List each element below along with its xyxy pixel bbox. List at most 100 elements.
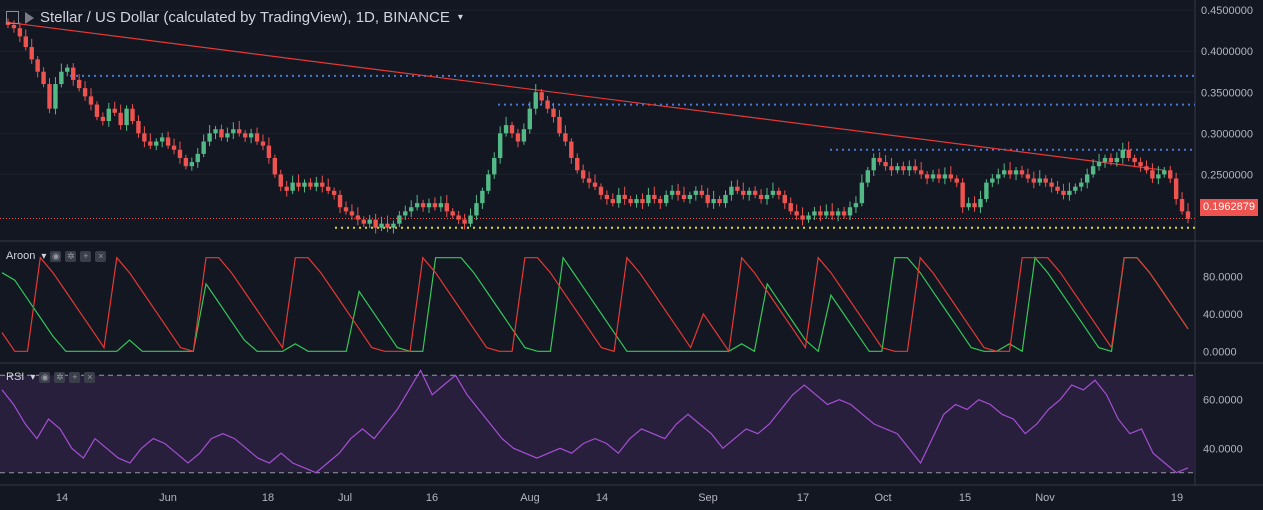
candle-body (260, 141, 266, 146)
aroon-up-line (1, 256, 1189, 353)
candle-body (841, 211, 847, 216)
aroon-legend[interactable]: Aroon ▾ ◉ ✲ + × (6, 250, 107, 262)
candle-body (883, 162, 888, 167)
candle-body (681, 194, 687, 200)
candle-body (403, 211, 408, 216)
candle-body (598, 186, 604, 195)
candle-body (1031, 178, 1037, 183)
candle-body (409, 207, 414, 212)
candle-body (954, 178, 959, 183)
candle-body (1126, 149, 1131, 158)
aroon-tick-label: 0.0000 (1203, 346, 1237, 358)
caret-down-icon[interactable]: ▾ (457, 12, 463, 23)
rsi-caret-icon[interactable]: ▾ (30, 371, 36, 383)
candle-body (818, 211, 823, 216)
candle-body (1037, 178, 1042, 183)
candle-body (373, 219, 378, 228)
candle-body (1132, 157, 1137, 163)
candle-body (462, 219, 467, 224)
aroon-caret-icon[interactable]: ▾ (41, 250, 47, 262)
x-tick-label: 16 (426, 492, 438, 504)
candle-body (254, 133, 260, 142)
aroon-settings-icon[interactable]: ✲ (65, 250, 77, 262)
candle-body (438, 203, 444, 208)
x-tick-label: Nov (1035, 492, 1055, 504)
candle-body (800, 215, 805, 220)
candle-body (717, 199, 722, 204)
rsi-tick-label: 60.0000 (1203, 395, 1243, 407)
candle-body (266, 145, 272, 158)
flag-icon[interactable] (25, 11, 34, 24)
aroon-tick-label: 40.0000 (1203, 309, 1243, 321)
candle-body (901, 166, 906, 171)
candle-body (551, 108, 556, 117)
candle-body (1013, 170, 1019, 175)
candle-body (165, 137, 171, 146)
candle-body (177, 149, 183, 158)
candle-body (284, 186, 289, 191)
candle-body (468, 215, 473, 224)
rsi-hide-icon[interactable]: ◉ (39, 371, 51, 383)
candle-body (1084, 174, 1090, 183)
aroon-remove-icon[interactable]: × (95, 250, 107, 262)
candle-body (865, 170, 870, 183)
candle-body (948, 174, 954, 179)
candle-body (563, 133, 568, 142)
rsi-settings-icon[interactable]: ✲ (54, 371, 66, 383)
rsi-add-icon[interactable]: + (69, 371, 81, 383)
candle-body (729, 186, 734, 195)
candle-body (349, 211, 355, 216)
candle-body (278, 174, 283, 187)
candle-body (853, 203, 859, 208)
candle-body (782, 194, 787, 204)
x-tick-label: 14 (596, 492, 608, 504)
candle-body (930, 174, 936, 179)
candle-body (1102, 157, 1108, 163)
candle-body (877, 157, 882, 163)
price-tick-label: 0.2500000 (1201, 169, 1253, 181)
candle-body (752, 190, 758, 195)
candle-body (847, 207, 853, 216)
aroon-hide-icon[interactable]: ◉ (50, 250, 62, 262)
trendline (7, 21, 1166, 171)
candle-body (1173, 178, 1179, 200)
candle-body (337, 194, 343, 208)
candle-body (195, 153, 200, 163)
candle-body (628, 199, 633, 204)
candle-body (326, 186, 331, 191)
rsi-remove-icon[interactable]: × (84, 371, 96, 383)
chart-title-bar[interactable]: Stellar / US Dollar (calculated by Tradi… (6, 9, 463, 26)
candle-body (1061, 190, 1066, 195)
candle-body (320, 182, 325, 187)
aroon-add-icon[interactable]: + (80, 250, 92, 262)
candle-body (758, 194, 764, 200)
candle-body (586, 178, 592, 183)
candle-body (308, 182, 313, 187)
candle-body (480, 190, 485, 204)
candles-group (5, 18, 1191, 234)
candle-body (142, 133, 147, 142)
candle-body (515, 133, 521, 142)
candle-body (610, 199, 616, 204)
candle-body (207, 133, 212, 142)
candle-body (1055, 186, 1060, 191)
candle-body (764, 194, 770, 200)
candle-body (88, 96, 94, 105)
rsi-band (0, 375, 1195, 473)
x-tick-label: 18 (262, 492, 274, 504)
candle-body (242, 133, 248, 138)
candle-body (1168, 170, 1173, 179)
candle-body (503, 125, 509, 134)
candle-body (29, 47, 34, 60)
candle-body (59, 71, 64, 85)
candle-body (984, 182, 989, 200)
candle-body (1007, 170, 1013, 175)
candle-body (497, 133, 503, 158)
candle-body (35, 59, 40, 72)
candle-body (124, 108, 129, 126)
candle-body (978, 199, 983, 208)
rsi-legend[interactable]: RSI ▾ ◉ ✲ + × (6, 371, 96, 383)
candle-body (71, 67, 76, 80)
candle-body (171, 145, 177, 150)
